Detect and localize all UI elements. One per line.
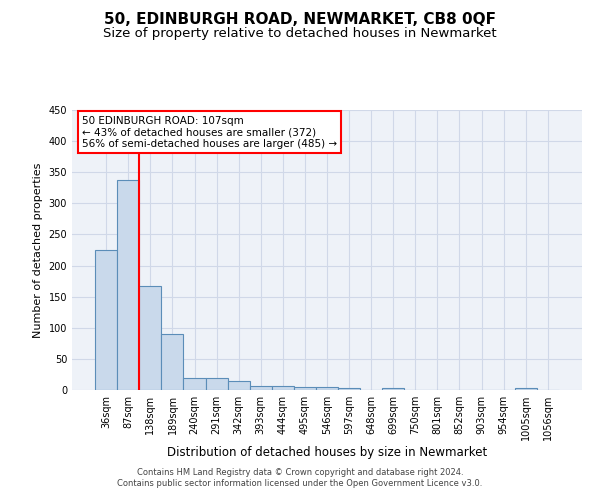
Y-axis label: Number of detached properties: Number of detached properties (33, 162, 43, 338)
Bar (515, 388, 537, 390)
Bar (227, 382, 250, 390)
Bar (294, 387, 316, 390)
Text: Contains HM Land Registry data © Crown copyright and database right 2024.
Contai: Contains HM Land Registry data © Crown c… (118, 468, 482, 487)
Text: 50 EDINBURGH ROAD: 107sqm
← 43% of detached houses are smaller (372)
56% of semi: 50 EDINBURGH ROAD: 107sqm ← 43% of detac… (82, 116, 337, 149)
Bar (117, 180, 139, 390)
Bar (250, 386, 272, 390)
Bar (95, 250, 117, 390)
Bar (206, 378, 227, 390)
Bar (272, 386, 294, 390)
Bar (184, 378, 206, 390)
Bar (338, 388, 360, 390)
Bar (382, 388, 404, 390)
Text: Size of property relative to detached houses in Newmarket: Size of property relative to detached ho… (103, 28, 497, 40)
X-axis label: Distribution of detached houses by size in Newmarket: Distribution of detached houses by size … (167, 446, 487, 459)
Bar (316, 387, 338, 390)
Bar (161, 334, 184, 390)
Text: 50, EDINBURGH ROAD, NEWMARKET, CB8 0QF: 50, EDINBURGH ROAD, NEWMARKET, CB8 0QF (104, 12, 496, 28)
Bar (139, 286, 161, 390)
